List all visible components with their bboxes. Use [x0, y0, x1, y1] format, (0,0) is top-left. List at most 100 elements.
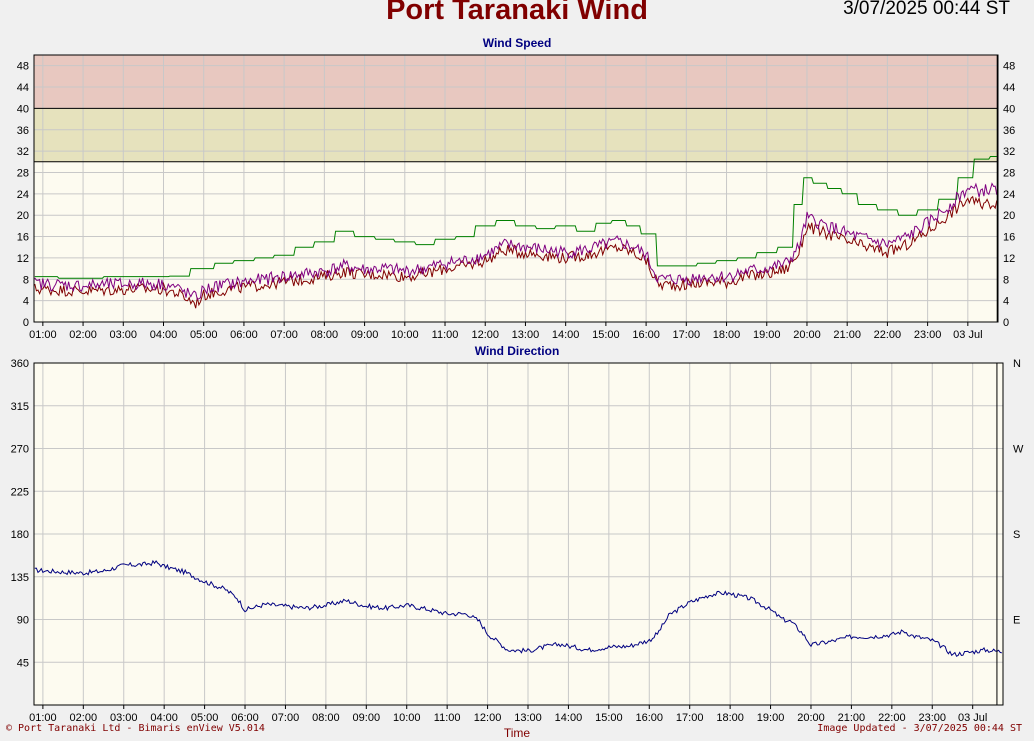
x-tick-label: 16:00 — [636, 712, 664, 724]
y-tick-label-left: 40 — [17, 103, 29, 115]
x-tick-label: 05:00 — [191, 712, 219, 724]
y-tick-label-right: 44 — [1003, 82, 1015, 94]
y-tick-label-left: 32 — [17, 146, 29, 158]
x-tick-label: 23:00 — [914, 329, 942, 341]
x-tick-label: 11:00 — [432, 329, 459, 341]
y-tick-label-right: 0 — [1003, 317, 1009, 329]
x-tick-label: 07:00 — [270, 329, 298, 341]
x-tick-label: 16:00 — [632, 329, 660, 341]
y-tick-label-left: 44 — [17, 82, 29, 94]
x-tick-label: 01:00 — [29, 329, 57, 341]
x-tick-label: 21:00 — [833, 329, 861, 341]
wind-direction-chart: 01:00 02:00 03:00 04:00 05:00 06:00 07:00 08:00… — [11, 358, 1024, 724]
y-tick-label-left: 135 — [11, 572, 29, 584]
y-tick-label-left: 12 — [17, 253, 29, 265]
threshold-band-1 — [34, 55, 998, 109]
x-tick-label: 12:00 — [471, 329, 499, 341]
x-axis-label: Time — [503, 726, 531, 740]
y-tick-label-left: 20 — [17, 210, 29, 222]
y-tick-label-left: 16 — [17, 232, 29, 244]
y-tick-label-right: 36 — [1003, 125, 1015, 137]
x-tick-label: 15:00 — [595, 712, 623, 724]
x-tick-label: 12:00 — [474, 712, 502, 724]
peak-series-line — [34, 182, 998, 300]
x-tick-label: 10:00 — [393, 712, 421, 724]
y-tick-label-right: 24 — [1003, 189, 1015, 201]
image-updated-footer: Image Updated - 3/07/2025 00:44 ST — [817, 723, 1022, 734]
y-tick-label-left: 24 — [17, 189, 29, 201]
y-tick-label-left: 270 — [11, 444, 29, 456]
compass-label-E: E — [1013, 615, 1020, 627]
x-tick-label: 06:00 — [231, 712, 259, 724]
y-tick-label-right: 12 — [1003, 253, 1015, 265]
timestamp: 3/07/2025 00:44 ST — [843, 0, 1010, 19]
x-tick-label: 03:00 — [110, 712, 138, 724]
x-tick-label: 23:00 — [918, 712, 946, 724]
x-tick-label: 01:00 — [29, 712, 57, 724]
x-tick-label: 10:00 — [391, 329, 419, 341]
y-tick-label-left: 8 — [23, 274, 29, 286]
x-tick-label: 04:00 — [150, 329, 178, 341]
y-tick-label-left: 0 — [23, 317, 29, 329]
x-tick-label: 03 Jul — [958, 712, 987, 724]
wind-speed-chart: 01:00 02:00 03:00 04:00 05:00 06:00 07:00 08:00… — [17, 54, 1015, 341]
x-tick-label: 08:00 — [312, 712, 340, 724]
compass-label-N: N — [1013, 358, 1021, 370]
x-tick-label: 04:00 — [150, 712, 178, 724]
x-tick-label: 09:00 — [351, 329, 379, 341]
x-tick-label: 22:00 — [874, 329, 902, 341]
wind-speed-title: Wind Speed — [482, 36, 552, 50]
y-tick-label-right: 28 — [1003, 167, 1015, 179]
x-tick-label: 18:00 — [713, 329, 741, 341]
x-tick-label: 11:00 — [434, 712, 461, 724]
wind-direction-title: Wind Direction — [474, 344, 560, 358]
y-tick-label-right: 4 — [1003, 296, 1009, 308]
x-tick-label: 22:00 — [878, 712, 906, 724]
x-tick-label: 21:00 — [838, 712, 866, 724]
x-tick-label: 17:00 — [676, 712, 704, 724]
x-tick-label: 03 Jul — [953, 329, 982, 341]
y-tick-label-left: 360 — [11, 358, 29, 370]
x-tick-label: 17:00 — [673, 329, 701, 341]
x-tick-label: 03:00 — [110, 329, 138, 341]
x-tick-label: 14:00 — [555, 712, 583, 724]
x-tick-label: 06:00 — [230, 329, 258, 341]
x-tick-label: 02:00 — [70, 712, 98, 724]
y-tick-label-left: 36 — [17, 125, 29, 137]
y-tick-label-right: 8 — [1003, 274, 1009, 286]
mean-series-line — [34, 195, 998, 309]
y-tick-label-right: 40 — [1003, 103, 1015, 115]
y-tick-label-right: 48 — [1003, 61, 1015, 73]
x-tick-label: 07:00 — [272, 712, 300, 724]
x-tick-label: 09:00 — [353, 712, 381, 724]
y-tick-label-left: 48 — [17, 61, 29, 73]
y-tick-label-left: 45 — [17, 657, 29, 669]
y-tick-label-right: 32 — [1003, 146, 1015, 158]
x-tick-label: 19:00 — [753, 329, 781, 341]
x-tick-label: 13:00 — [514, 712, 542, 724]
x-tick-label: 15:00 — [592, 329, 620, 341]
chart-title: Port Taranaki Wind — [386, 0, 648, 26]
y-tick-label-left: 90 — [17, 615, 29, 627]
x-tick-label: 18:00 — [716, 712, 744, 724]
y-tick-label-left: 315 — [11, 401, 29, 413]
x-tick-label: 08:00 — [311, 329, 339, 341]
plot-frame — [33, 54, 999, 323]
plot-frame — [33, 362, 1004, 706]
x-tick-label: 02:00 — [69, 329, 97, 341]
x-tick-label: 20:00 — [797, 712, 825, 724]
y-tick-label-left: 4 — [23, 296, 29, 308]
x-tick-label: 05:00 — [190, 329, 218, 341]
threshold-band-0 — [34, 108, 998, 162]
x-tick-label: 19:00 — [757, 712, 785, 724]
x-tick-label: 13:00 — [512, 329, 540, 341]
y-tick-label-left: 180 — [11, 529, 29, 541]
compass-label-W: W — [1013, 444, 1024, 456]
x-tick-label: 14:00 — [552, 329, 580, 341]
compass-label-S: S — [1013, 529, 1020, 541]
direction-series-line — [34, 559, 1002, 657]
copyright-footer: © Port Taranaki Ltd - Bimaris enView V5.… — [6, 723, 265, 734]
y-tick-label-left: 225 — [11, 486, 29, 498]
y-tick-label-right: 16 — [1003, 232, 1015, 244]
y-tick-label-left: 28 — [17, 167, 29, 179]
